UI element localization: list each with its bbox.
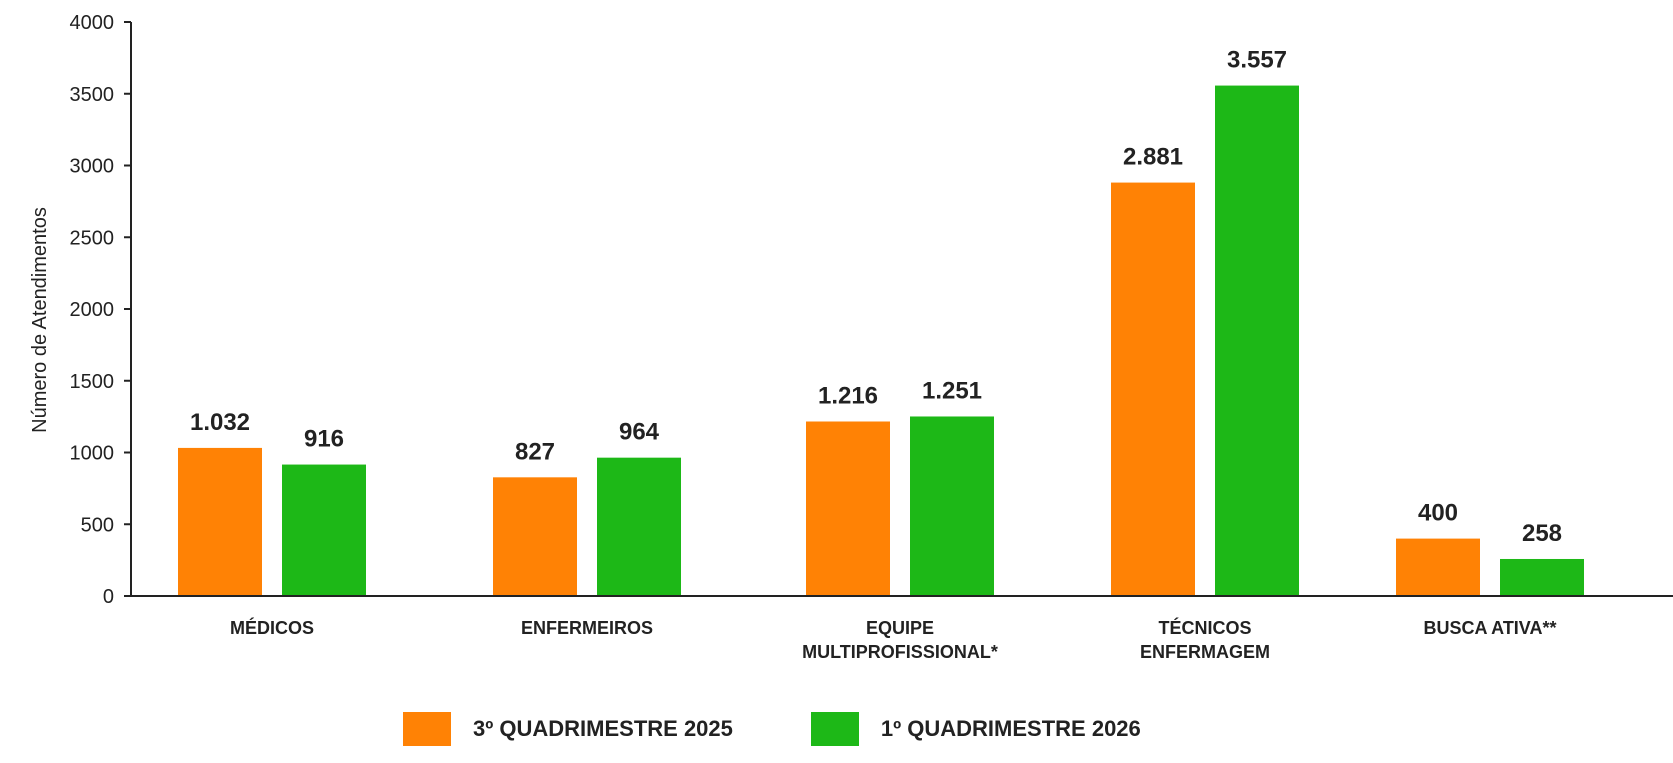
data-label-series-1-cat-2: 827 bbox=[515, 438, 555, 465]
legend-item-series-1: 3º QUADRIMESTRE 2025 bbox=[403, 712, 733, 746]
bar-series-2-cat-3 bbox=[910, 416, 994, 596]
y-axis-label: Número de Atendimentos bbox=[29, 207, 51, 433]
data-label-series-2-cat-5: 258 bbox=[1522, 520, 1562, 547]
data-label-series-2-cat-3: 1.251 bbox=[922, 377, 982, 404]
bar-series-2-cat-4 bbox=[1215, 85, 1299, 597]
data-label-series-2-cat-1: 916 bbox=[304, 426, 344, 453]
x-category-label: MULTIPROFISSIONAL* bbox=[802, 642, 998, 662]
data-label-series-1-cat-3: 1.216 bbox=[818, 383, 878, 410]
legend-swatch-series-2 bbox=[810, 712, 859, 746]
legend-label-series-1: 3º QUADRIMESTRE 2025 bbox=[473, 716, 733, 741]
x-category-label: EQUIPE bbox=[866, 618, 934, 638]
y-tick-label: 500 bbox=[81, 514, 114, 536]
data-label-series-2-cat-2: 964 bbox=[619, 419, 660, 446]
y-tick-label: 1000 bbox=[70, 443, 115, 465]
data-label-series-1-cat-5: 400 bbox=[1418, 500, 1458, 527]
bar-series-1-cat-4 bbox=[1111, 182, 1195, 596]
legend-swatch-series-1 bbox=[403, 712, 451, 746]
bar-series-2-cat-1 bbox=[282, 464, 366, 596]
data-label-series-1-cat-4: 2.881 bbox=[1123, 144, 1183, 171]
bar-series-2-cat-5 bbox=[1500, 558, 1584, 596]
x-category-label: MÉDICOS bbox=[230, 617, 314, 638]
y-tick-label: 3000 bbox=[70, 156, 115, 178]
y-tick-label: 4000 bbox=[70, 12, 115, 34]
bar-series-1-cat-3 bbox=[806, 421, 890, 596]
bar-series-1-cat-2 bbox=[493, 477, 577, 596]
chart-legend: 3º QUADRIMESTRE 2025 1º QUADRIMESTRE 202… bbox=[403, 712, 1219, 746]
y-tick-label: 1500 bbox=[70, 371, 115, 393]
x-category-label: ENFERMEIROS bbox=[521, 618, 653, 638]
bar-series-1-cat-1 bbox=[178, 447, 262, 596]
bar-series-2-cat-2 bbox=[597, 457, 681, 596]
x-category-label: TÉCNICOS bbox=[1158, 617, 1251, 638]
data-label-series-2-cat-4: 3.557 bbox=[1227, 47, 1287, 74]
legend-item-series-2: 1º QUADRIMESTRE 2026 bbox=[810, 712, 1141, 746]
x-category-label: ENFERMAGEM bbox=[1140, 642, 1270, 662]
x-category-label: BUSCA ATIVA** bbox=[1423, 618, 1556, 638]
bar-series-1-cat-5 bbox=[1396, 538, 1480, 596]
legend-label-series-2: 1º QUADRIMESTRE 2026 bbox=[880, 716, 1141, 741]
y-tick-label: 3500 bbox=[70, 84, 115, 106]
data-label-series-1-cat-1: 1.032 bbox=[190, 409, 250, 436]
bar-chart: Número de Atendimentos 0 500 1000 1500 2000 2… bbox=[29, 12, 1673, 662]
y-tick-label: 2500 bbox=[70, 227, 115, 249]
y-tick-label: 2000 bbox=[70, 299, 115, 321]
y-tick-label: 0 bbox=[103, 586, 114, 608]
